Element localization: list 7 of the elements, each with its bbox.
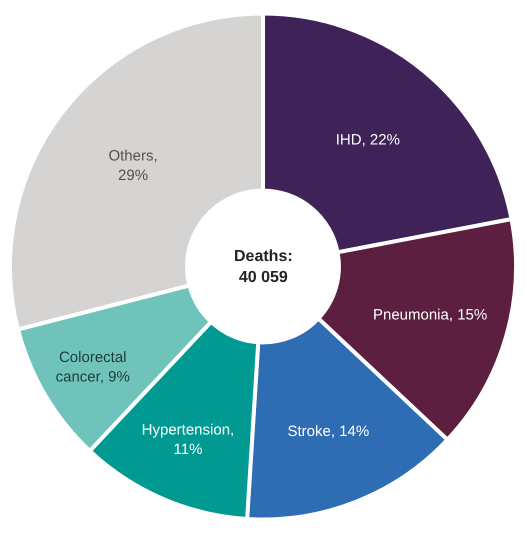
slice-label: Stroke, 14% xyxy=(287,422,370,440)
slice-label: Others, 29% xyxy=(108,147,158,184)
text: Deaths: 40 059 xyxy=(234,248,293,286)
slice-label: Pneumonia, 15% xyxy=(372,306,488,324)
slice-label: IHD, 22% xyxy=(336,131,400,148)
slice-label: Hypertension, 11% xyxy=(142,422,234,458)
slice-label: Colorectal cancer, 9% xyxy=(56,348,130,386)
